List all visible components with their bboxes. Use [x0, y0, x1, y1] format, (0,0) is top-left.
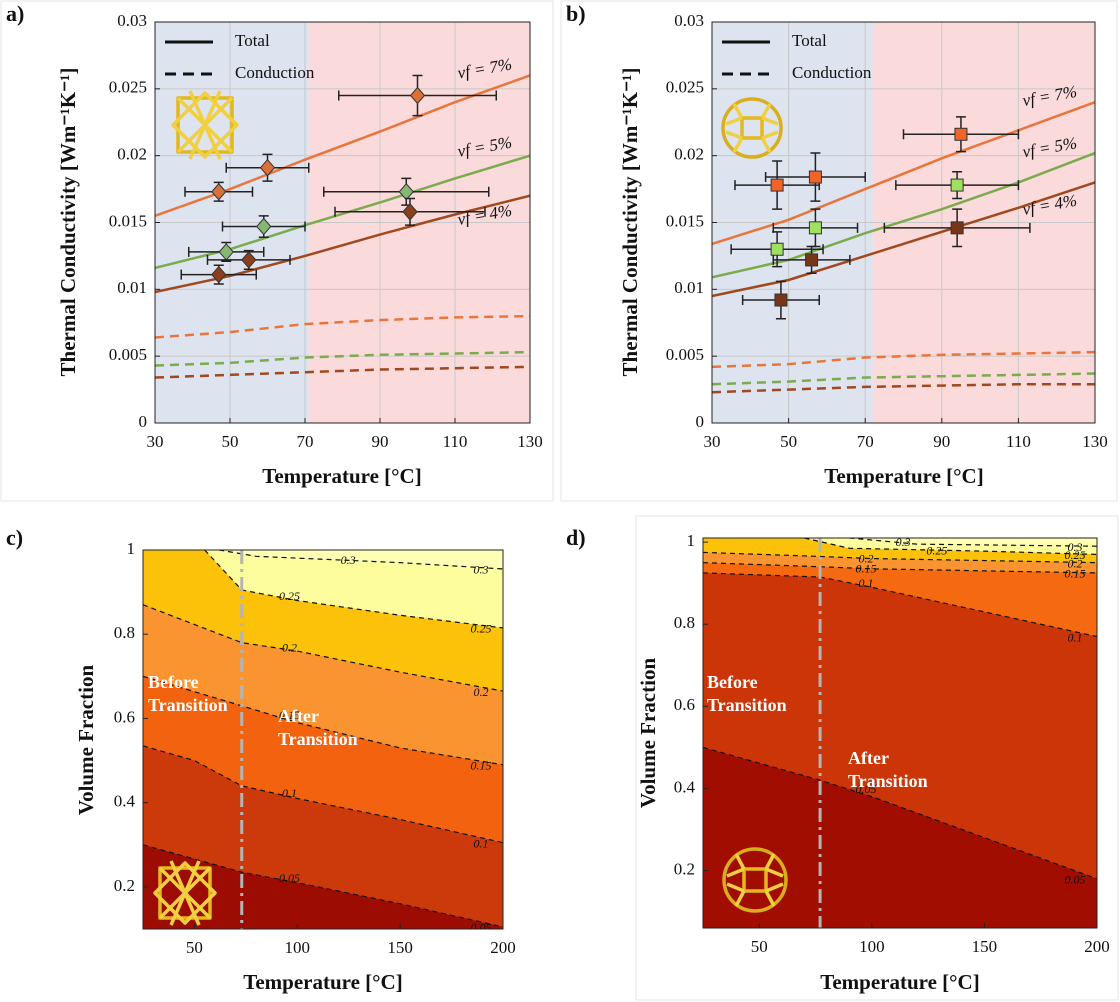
after-label: After: [278, 706, 319, 726]
x-tick-label: 50: [222, 432, 239, 451]
contour-label: 0.3: [474, 563, 489, 577]
y-tick-label: 0.8: [674, 613, 695, 632]
x-tick-label: 110: [443, 432, 468, 451]
x-tick-label: 50: [751, 937, 768, 956]
panel-label: c): [6, 525, 23, 550]
x-tick-label: 130: [517, 432, 543, 451]
x-tick-label: 50: [780, 432, 797, 451]
point: [809, 171, 821, 183]
contour-label: 0.25: [279, 589, 300, 603]
contour-label: 0.3: [896, 535, 911, 549]
x-tick-label: 30: [704, 432, 721, 451]
after-label: Transition: [848, 771, 928, 791]
y-tick-label: 0.4: [114, 792, 136, 811]
x-tick-label: 100: [859, 937, 885, 956]
legend-label: Total: [235, 31, 270, 50]
before-label: Before: [148, 672, 199, 692]
legend-label: Conduction: [792, 63, 872, 82]
y-tick-label: 1: [687, 531, 696, 550]
y-tick-label: 0.015: [109, 211, 147, 230]
point: [809, 222, 821, 234]
point: [806, 254, 818, 266]
x-tick-label: 70: [857, 432, 874, 451]
after-label: After: [848, 748, 889, 768]
contour-label: 0.2: [858, 551, 873, 565]
panel-label: b): [566, 1, 586, 26]
before-label: Transition: [707, 695, 787, 715]
contour-label: 0.3: [1068, 540, 1083, 554]
contour-label: 0.25: [471, 622, 492, 636]
y-tick-label: 0.005: [109, 345, 147, 364]
y-tick-label: 0.02: [117, 145, 147, 164]
contour-label: 0.1: [858, 576, 873, 590]
x-tick-label: 110: [1006, 432, 1031, 451]
point: [771, 243, 783, 255]
point: [955, 128, 967, 140]
contour-label: 0.2: [474, 685, 489, 699]
y-tick-label: 0.005: [666, 345, 704, 364]
point: [771, 179, 783, 191]
y-tick-label: 0: [139, 412, 148, 431]
x-tick-label: 200: [490, 938, 516, 957]
y-tick-label: 0.6: [114, 707, 135, 726]
y-tick-label: 0.025: [109, 78, 147, 97]
y-axis-label: Thermal Conductivity [Wm⁻¹K⁻¹]: [618, 68, 642, 377]
y-tick-label: 0: [696, 412, 705, 431]
legend-label: Total: [792, 31, 827, 50]
contour-label: 0.05: [471, 921, 492, 935]
x-tick-label: 50: [186, 938, 203, 957]
point: [951, 222, 963, 234]
contour-label: 0.25: [926, 543, 947, 557]
y-tick-label: 0.6: [674, 695, 695, 714]
x-tick-label: 30: [147, 432, 164, 451]
x-tick-label: 130: [1082, 432, 1108, 451]
panel-label: a): [6, 1, 24, 26]
y-tick-label: 0.01: [117, 278, 147, 297]
y-tick-label: 0.2: [114, 876, 135, 895]
x-tick-label: 70: [297, 432, 314, 451]
y-axis-label: Thermal Conductivity [Wm⁻¹K⁻¹]: [56, 68, 80, 377]
contour-label: 0.2: [282, 641, 297, 655]
contour-label: 0.1: [282, 786, 297, 800]
x-tick-label: 100: [285, 938, 311, 957]
x-axis-label: Temperature [°C]: [262, 464, 421, 488]
y-tick-label: 0.03: [117, 11, 147, 30]
y-axis-label: Volume Fraction: [636, 658, 660, 809]
before-label: Before: [707, 672, 758, 692]
y-tick-label: 0.4: [674, 777, 696, 796]
contour-label: 0.05: [279, 871, 300, 885]
before-label: Transition: [148, 695, 228, 715]
contour-label: 0.3: [341, 553, 356, 567]
contour-label: 0.1: [474, 836, 489, 850]
contour-label: 0.1: [1068, 630, 1083, 644]
plot-area: [712, 22, 1095, 423]
x-axis-label: Temperature [°C]: [243, 970, 402, 994]
contour-label: 0.15: [471, 759, 492, 773]
y-tick-label: 0.02: [674, 145, 704, 164]
y-tick-label: 0.03: [674, 11, 704, 30]
point: [775, 294, 787, 306]
y-tick-label: 0.01: [674, 278, 704, 297]
y-tick-label: 1: [127, 539, 136, 558]
figure: νf = 7%νf = 5%νf = 4%TotalConduction3050…: [0, 0, 1120, 1002]
x-tick-label: 200: [1084, 937, 1110, 956]
x-axis-label: Temperature [°C]: [824, 464, 983, 488]
x-tick-label: 90: [933, 432, 950, 451]
y-tick-label: 0.025: [666, 78, 704, 97]
contour-label: 0.05: [1065, 872, 1086, 886]
x-tick-label: 90: [372, 432, 389, 451]
after-label: Transition: [278, 729, 358, 749]
y-axis-label: Volume Fraction: [74, 665, 98, 816]
point: [951, 179, 963, 191]
x-tick-label: 150: [972, 937, 998, 956]
x-tick-label: 150: [387, 938, 413, 957]
panel-label: d): [566, 525, 586, 550]
y-tick-label: 0.2: [674, 859, 695, 878]
y-tick-label: 0.8: [114, 623, 135, 642]
y-tick-label: 0.015: [666, 211, 704, 230]
x-axis-label: Temperature [°C]: [820, 970, 979, 994]
legend-label: Conduction: [235, 63, 315, 82]
